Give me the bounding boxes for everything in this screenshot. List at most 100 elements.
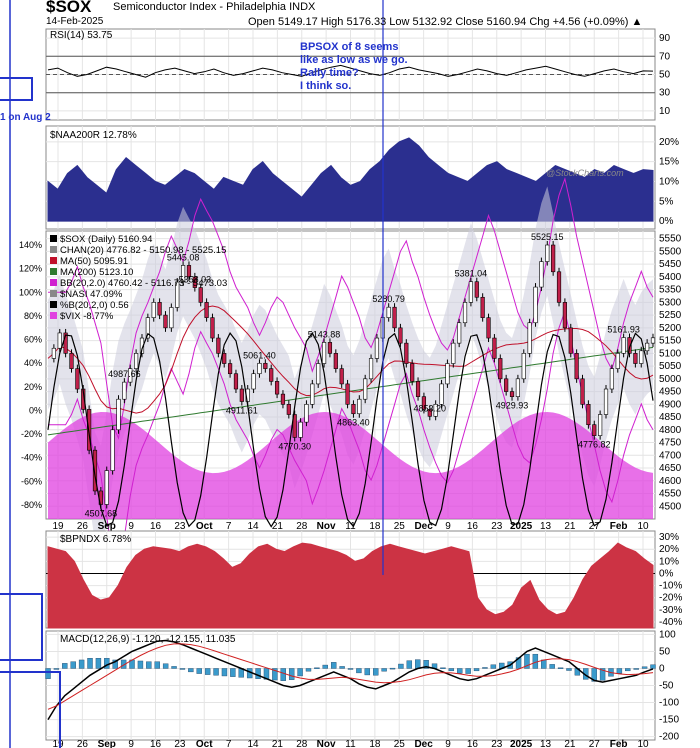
x-tick-label: 9 [445,521,451,532]
macd-histogram-bar [465,668,471,674]
macd-histogram-bar [196,668,202,674]
macd-histogram-bar [53,668,60,670]
price-legend-entry: $VIX -8.77% [60,311,114,322]
candle-body [627,337,632,354]
macd-histogram-bar [305,668,312,672]
macd-histogram-bar [154,661,160,669]
candle-body [439,383,444,405]
macd-histogram-bar [162,663,169,669]
candle-body [286,404,291,415]
x-tick-label: 9 [128,739,134,748]
y-tick-label: -200 [659,732,679,743]
candle-body [321,342,327,364]
macd-histogram-bar [297,668,303,677]
annotation-box [0,593,43,661]
x-tick-label: 27 [589,739,601,748]
y-tick-label: 20% [659,137,679,148]
left-tick-label: 120% [19,264,42,274]
macd-histogram-bar [566,668,572,671]
macd-histogram-bar [373,668,379,676]
candle-body [204,302,209,318]
macd-histogram-bar [112,659,118,669]
x-tick-label: 16 [467,521,479,532]
macd-histogram-bar [188,668,194,673]
macd-histogram-bar [524,653,530,669]
y-tick-label: 0% [659,568,674,579]
x-tick-label: 19 [52,739,64,748]
candle-body [586,404,591,425]
annotation-note: BPSOX of 8 seems like as low as we go. R… [300,41,430,93]
candle-body [415,381,421,397]
macd-histogram-bar [347,668,354,670]
x-tick-label: 16 [150,521,162,532]
candle-body [545,244,550,262]
ma50-line [47,305,654,414]
candle-body [451,342,456,364]
candle-body [269,368,274,382]
candle-body [650,337,656,344]
side-note: 1 on Aug 2 [0,112,51,123]
price-label: 5358.03 [179,275,212,285]
y-tick-label: 10% [659,176,679,187]
candle-body [462,302,468,324]
candle-body [580,378,585,405]
x-tick-label: 28 [296,739,308,748]
candle-body [104,470,109,505]
price-label: 5061.40 [243,350,276,360]
x-tick-label: 2025 [510,739,533,748]
candle-body [163,314,168,329]
x-tick-label: 14 [247,521,259,532]
y-tick-label: 0 [659,663,665,674]
bpndx-area [47,542,654,629]
macd-histogram-bar [599,668,606,681]
candle-body [509,391,515,397]
y-tick-label: 0% [659,216,674,227]
y-tick-label: 5250 [659,310,682,321]
macd-histogram-bar [557,667,564,669]
macd-histogram-bar [625,668,631,672]
x-tick-label: Oct [196,521,213,532]
y-tick-label: 30% [659,532,679,543]
watermark: @StockCharts.com [546,168,624,178]
x-tick-label: 25 [394,521,406,532]
macd-histogram-bar [272,668,278,681]
left-tick-label: -40% [21,453,42,463]
candle-body [639,350,644,364]
candle-body [128,368,133,383]
macd-histogram-bar [288,668,295,680]
candle-body [169,307,174,329]
candle-body [539,261,544,288]
candle-body [75,368,80,390]
y-tick-label: 5200 [659,323,682,334]
candle-body [186,265,192,278]
y-tick-label: 70 [659,51,671,62]
y-tick-label: -30% [659,605,682,616]
y-tick-label: 10 [659,106,671,117]
candle-body [175,281,180,308]
macd-histogram-bar [95,658,102,669]
x-tick-label: 21 [272,739,284,748]
rsi-line [47,64,654,78]
y-tick-label: 5100 [659,348,682,359]
percent-b-line [47,331,654,528]
candle-body [345,383,350,405]
bollinger-upper [48,176,654,440]
price-label: 5280.79 [372,294,405,304]
macd-histogram-bar [415,659,421,669]
macd-line [47,639,654,720]
macd-histogram-bar [339,666,345,669]
x-tick-label: 25 [394,739,406,748]
candle-body [239,388,244,402]
candle-body [433,404,438,417]
x-tick-label: 18 [369,739,381,748]
candle-body [633,353,638,364]
macd-histogram-bar [381,668,387,672]
bpndx-legend: $BPNDX 6.78% [60,534,131,545]
macd-histogram-bar [78,659,85,669]
candle-body [227,363,233,375]
candle-body [145,317,150,339]
macd-histogram-bar [440,667,446,669]
candle-body [527,322,532,354]
x-tick-label: 27 [589,521,601,532]
